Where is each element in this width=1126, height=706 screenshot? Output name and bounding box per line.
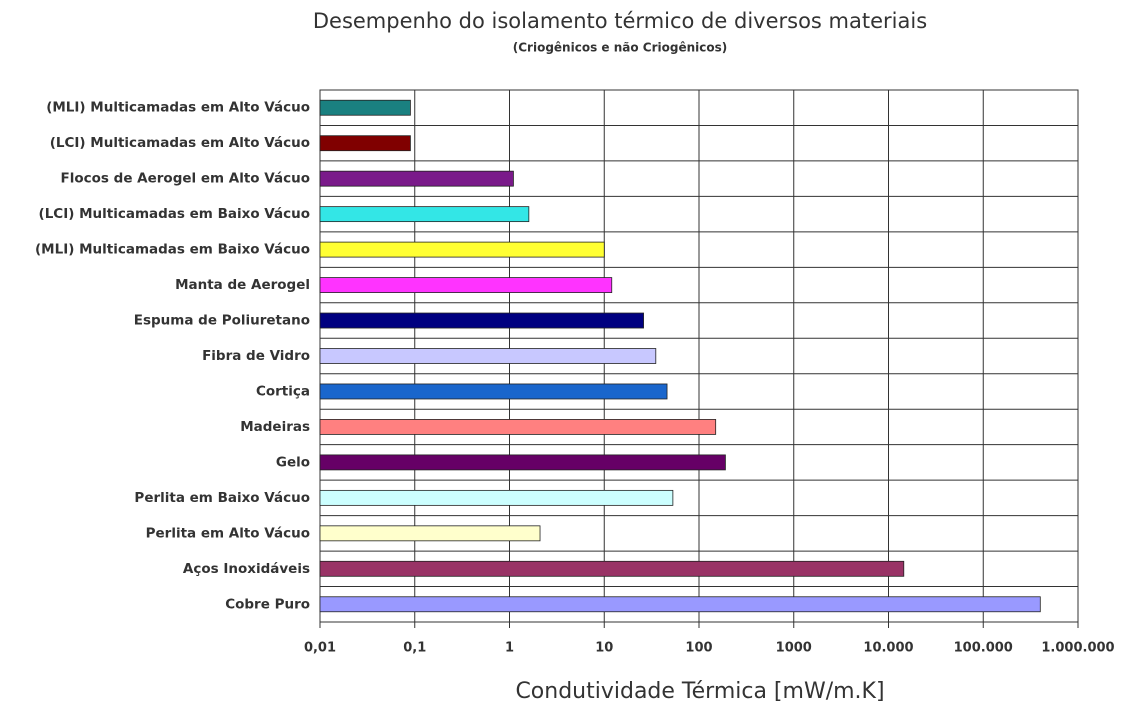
x-tick-label: 0,01 [304, 641, 336, 656]
x-tick-label: 100.000 [954, 641, 1013, 656]
bar [319, 560, 905, 577]
bar [319, 99, 411, 116]
y-tick-label: Flocos de Aerogel em Alto Vácuo [61, 171, 310, 187]
y-tick-label: Gelo [276, 454, 310, 470]
chart-title: Desempenho do isolamento térmico de dive… [313, 9, 927, 33]
y-tick-label: Aços Inoxidáveis [183, 561, 310, 577]
y-tick-label: (MLI) Multicamadas em Baixo Vácuo [35, 242, 310, 258]
x-tick-label: 10 [595, 641, 613, 656]
bar [319, 383, 668, 400]
bar [319, 135, 411, 152]
bar [319, 525, 541, 542]
x-tick-label: 100 [685, 641, 712, 656]
y-tick-label: Espuma de Poliuretano [134, 313, 310, 329]
y-tick-label: (LCI) Multicamadas em Alto Vácuo [50, 135, 310, 151]
chart-subtitle: (Criogênicos e não Criogênicos) [513, 41, 727, 55]
x-axis-label: Condutividade Térmica [mW/m.K] [515, 679, 884, 704]
x-tick-label: 1.000.000 [1041, 641, 1114, 656]
bar [319, 454, 726, 471]
bar [319, 348, 657, 364]
bar [319, 277, 613, 293]
y-tick-label: Fibra de Vidro [202, 348, 310, 364]
bar [319, 170, 514, 187]
x-tick-label: 0,1 [403, 641, 426, 656]
bar [319, 489, 674, 506]
x-tick-label: 1 [505, 641, 514, 656]
y-tick-label: Perlita em Alto Vácuo [146, 525, 310, 541]
x-tick-label: 10.000 [863, 641, 913, 656]
y-tick-label: Cortiça [256, 383, 310, 399]
bar [319, 312, 644, 329]
bar [319, 206, 530, 223]
bar [319, 241, 605, 258]
bar [319, 419, 717, 435]
y-tick-label: (MLI) Multicamadas em Alto Vácuo [46, 100, 310, 116]
y-tick-label: Cobre Puro [225, 596, 310, 612]
y-tick-label: Madeiras [240, 419, 310, 435]
bar [319, 596, 1041, 613]
y-tick-label: (LCI) Multicamadas em Baixo Vácuo [39, 206, 310, 222]
x-tick-label: 1000 [776, 641, 812, 656]
y-tick-label: Perlita em Baixo Vácuo [134, 490, 310, 506]
y-tick-label: Manta de Aerogel [175, 277, 310, 293]
